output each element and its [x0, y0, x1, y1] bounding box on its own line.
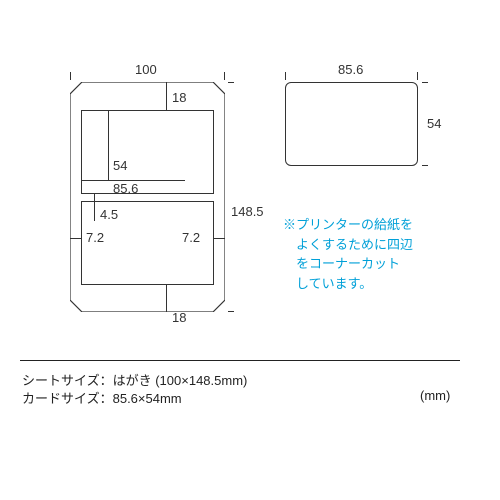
dim-sheet-height: 148.5	[231, 204, 264, 219]
dim-card-w: 85.6	[113, 181, 138, 196]
footer-divider	[20, 360, 460, 361]
single-card	[285, 82, 418, 166]
dim-tick	[224, 72, 225, 80]
dim-tick	[228, 82, 234, 83]
note-line: しています。	[283, 274, 413, 294]
dim-tick	[70, 72, 71, 80]
footer-line-1: シートサイズ：はがき (100×148.5mm)	[22, 370, 247, 389]
dim-tick	[228, 311, 234, 312]
footer-line-2: カードサイズ：85.6×54mm	[22, 388, 182, 407]
dim-top-margin: 18	[172, 90, 186, 105]
dim-card-h: 54	[113, 158, 127, 173]
sheet-card-1	[81, 110, 214, 194]
note-line: よくするために四辺	[283, 235, 413, 255]
dim-sheet-width: 100	[135, 62, 157, 77]
note-line: をコーナーカット	[283, 254, 413, 274]
dim-tick	[422, 82, 428, 83]
dim-side-left: 7.2	[86, 230, 104, 245]
printer-note: ※プリンターの給紙を よくするために四辺 をコーナーカット しています。	[283, 215, 413, 293]
dim-tick	[166, 82, 167, 110]
dim-tick	[166, 285, 167, 312]
dim-side-right: 7.2	[182, 230, 200, 245]
dim-tick	[285, 72, 286, 80]
dim-line	[214, 238, 225, 239]
dim-tick	[422, 165, 428, 166]
dim-line	[108, 110, 109, 180]
dim-tick	[417, 72, 418, 80]
diagram-stage: 100 18 54 85.6 4.5 7.2 7.2 18 148.5 85.6…	[50, 50, 450, 450]
dim-line	[70, 238, 81, 239]
dim-bottom-margin: 18	[172, 310, 186, 325]
dim-single-card-h: 54	[427, 116, 441, 131]
unit-label: (mm)	[420, 388, 450, 403]
note-line: ※プリンターの給紙を	[283, 215, 413, 235]
dim-single-card-w: 85.6	[338, 62, 363, 77]
